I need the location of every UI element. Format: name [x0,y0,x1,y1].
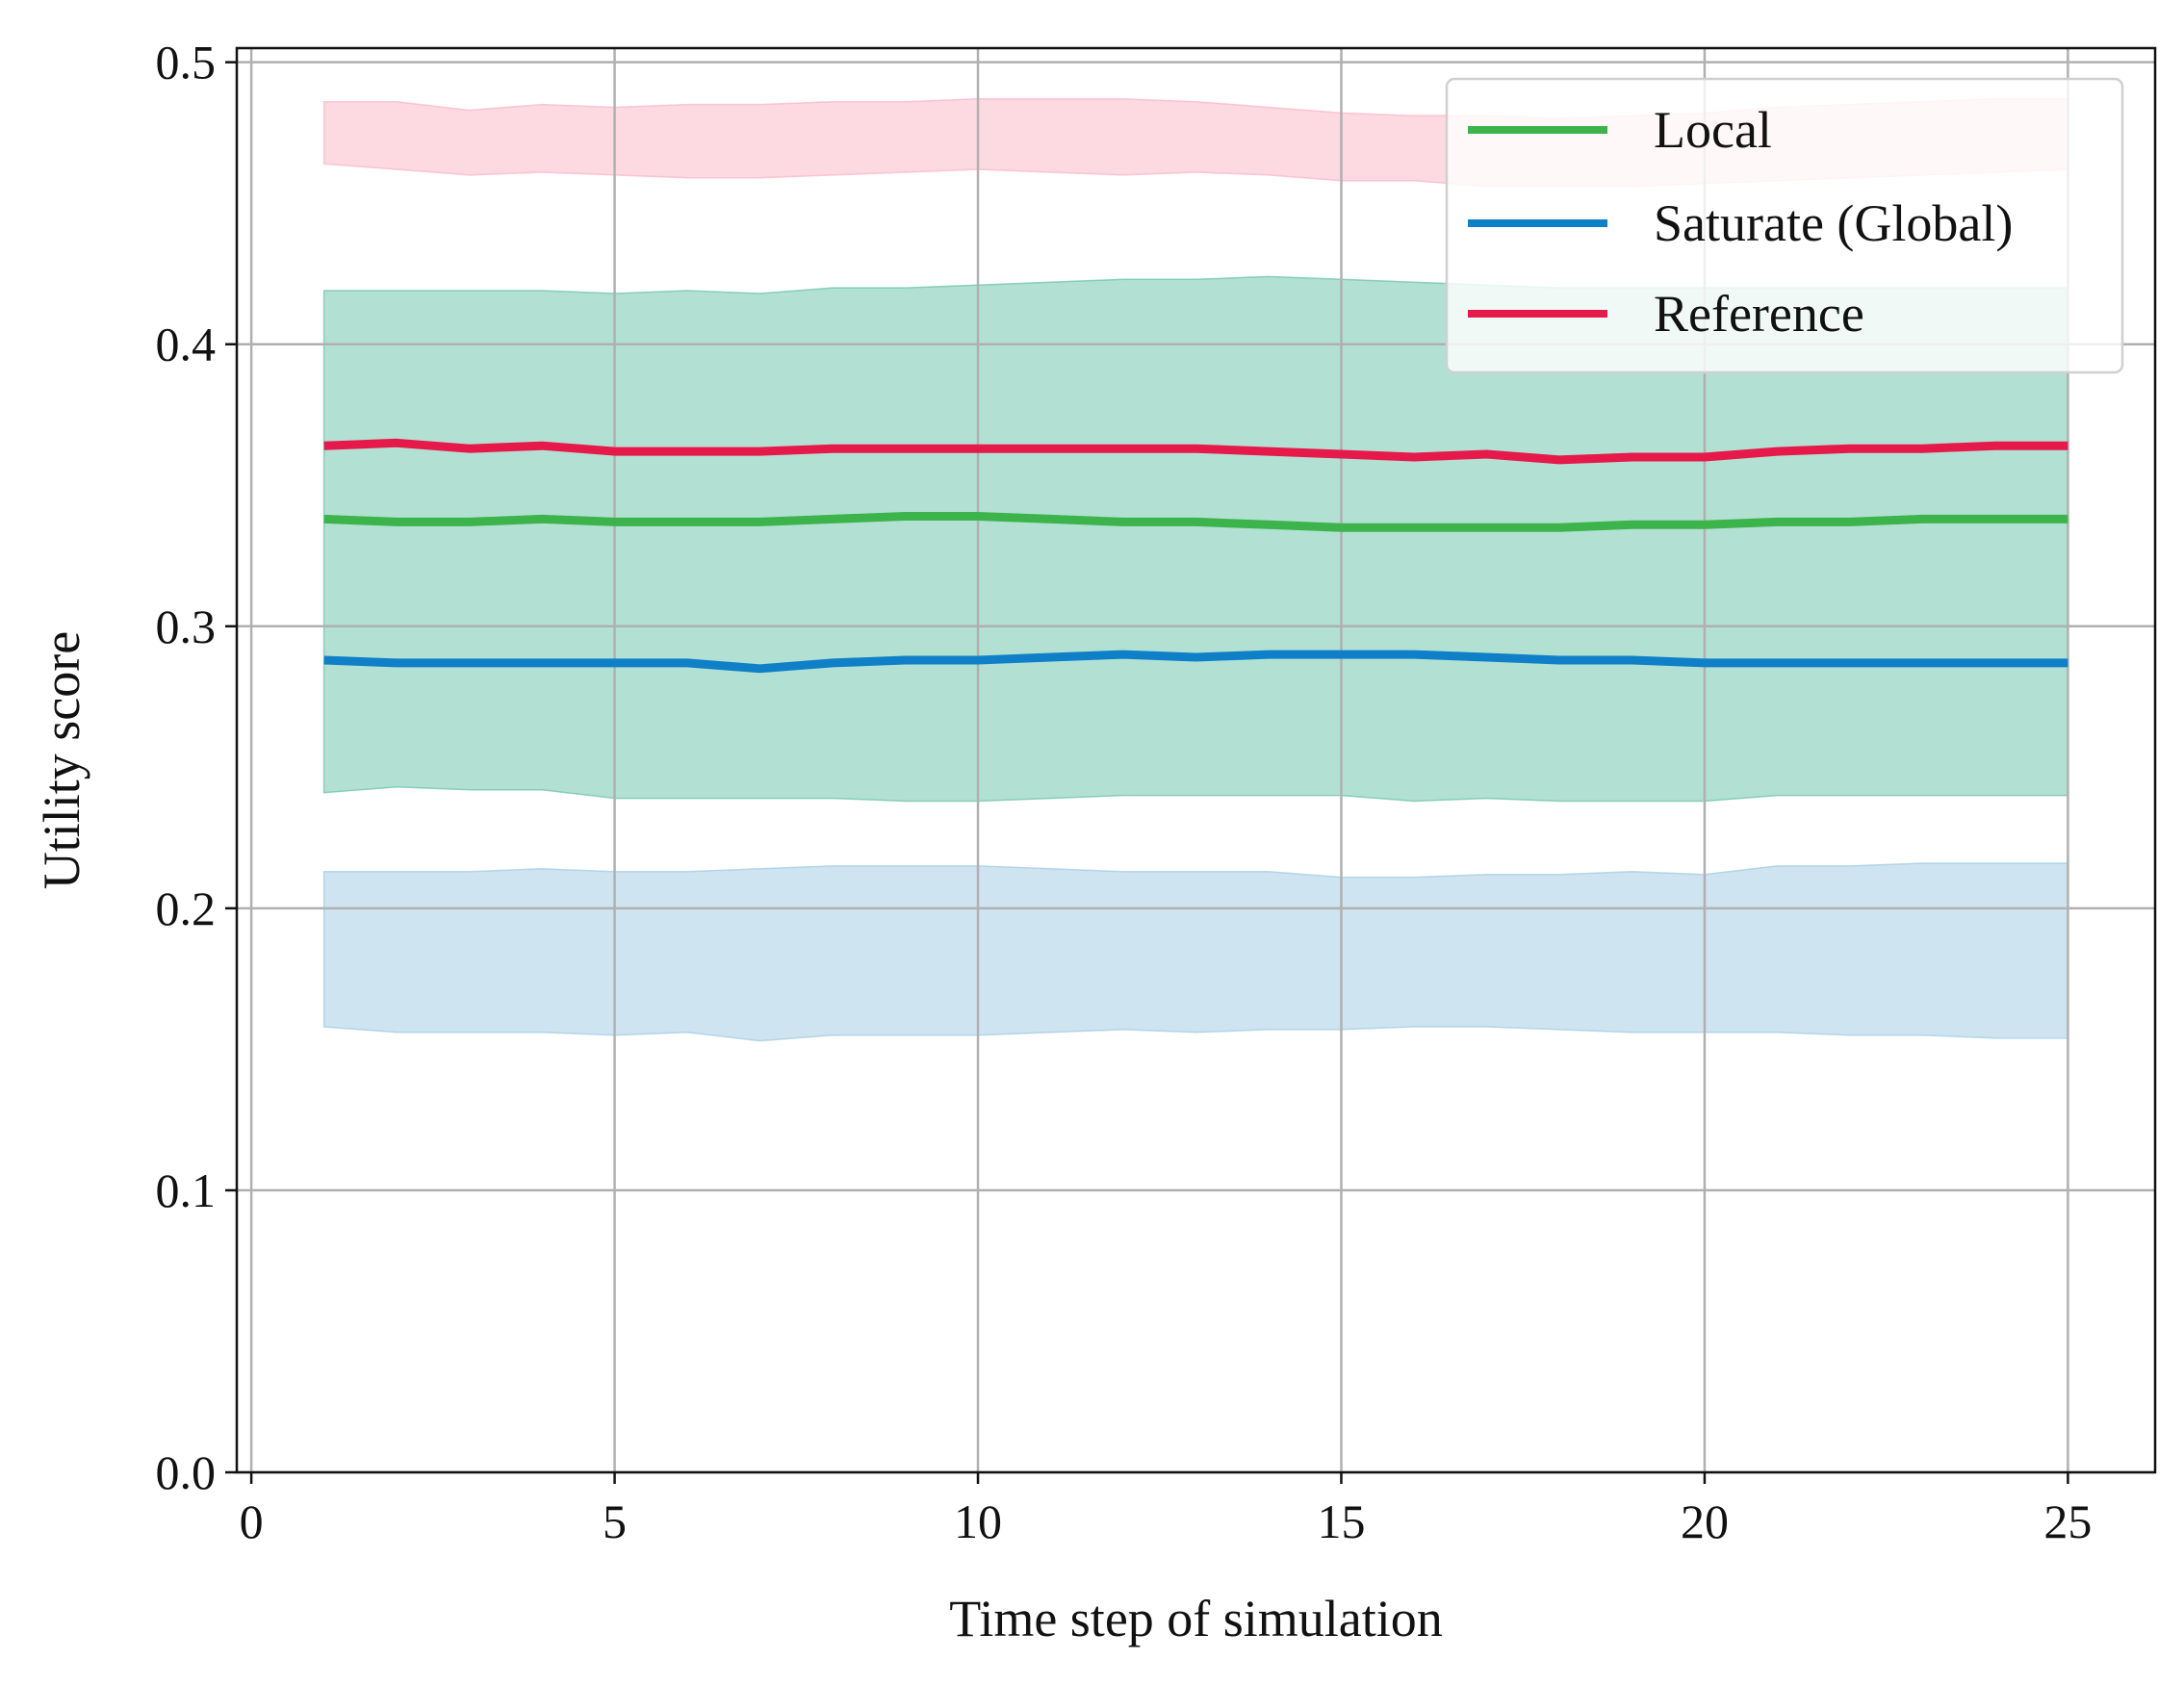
x-tick-label: 20 [1681,1494,1729,1548]
plot-frame [235,46,2157,1474]
y-tick-label: 0.2 [156,881,217,935]
x-tick-label: 0 [240,1494,264,1548]
y-axis-label: Utility score [33,631,90,889]
x-tick-label: 10 [954,1494,1002,1548]
x-tick-label: 5 [603,1494,627,1548]
legend-label-saturate-global: Saturate (Global) [1654,194,2013,252]
line-local [323,512,2068,532]
line-saturate-global [323,650,2068,674]
legend-label-local: Local [1654,101,1772,159]
x-axis-ticks: 0 5 10 15 20 25 [240,1472,2092,1548]
x-tick-label: 25 [2043,1494,2092,1548]
y-tick-label: 0.1 [156,1163,217,1217]
line-reference [323,438,2068,465]
legend-frame [1445,77,2124,374]
x-tick-label: 15 [1317,1494,1365,1548]
y-tick-label: 0.0 [156,1445,217,1499]
legend-label-reference: Reference [1654,285,1864,343]
y-tick-label: 0.5 [156,36,217,89]
band-saturate-global [322,862,2069,1042]
y-tick-label: 0.3 [156,600,217,653]
y-tick-label: 0.4 [156,318,217,371]
y-axis-ticks: 0.0 0.1 0.2 0.3 0.4 0.5 [156,36,237,1499]
legend: Local Saturate (Global) Reference [1445,77,2124,374]
x-axis-label: Time step of simulation [949,1590,1443,1647]
series-lines [323,438,2068,674]
